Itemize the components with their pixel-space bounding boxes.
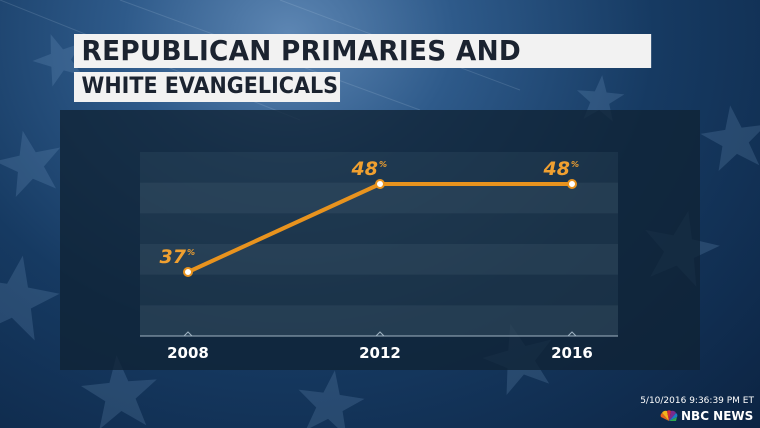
x-tick-label: 2016 — [551, 344, 593, 362]
x-tick — [183, 331, 193, 337]
grid-band — [140, 274, 618, 306]
timestamp: 5/10/2016 9:36:39 PM ET — [640, 396, 754, 406]
x-tick — [375, 331, 385, 337]
x-tick — [567, 331, 577, 337]
brand-logo: NBC NEWS — [660, 409, 753, 423]
nbc-peacock-icon — [660, 410, 678, 421]
brand-name: NBC NEWS — [681, 409, 754, 423]
page-subtitle: WHITE EVANGELICALS — [74, 72, 341, 102]
x-tick-label: 2012 — [359, 344, 401, 362]
chart-panel — [60, 110, 700, 370]
data-point — [183, 267, 193, 277]
data-label-unit: % — [379, 160, 387, 169]
data-label: 37 — [160, 246, 187, 268]
data-point — [567, 179, 577, 189]
chart-series: 37 %48% 48% — [160, 158, 579, 277]
grid-band — [140, 213, 618, 244]
data-label-unit: % — [187, 248, 195, 257]
x-axis: 2008 2012 2016 — [140, 331, 618, 362]
grid-band — [140, 305, 618, 336]
grid-band — [140, 152, 618, 183]
data-label-unit: % — [571, 160, 579, 169]
data-label: 48 — [351, 158, 378, 180]
x-tick-label: 2008 — [167, 344, 209, 362]
data-point — [375, 179, 385, 189]
data-label: 48 — [543, 158, 570, 180]
